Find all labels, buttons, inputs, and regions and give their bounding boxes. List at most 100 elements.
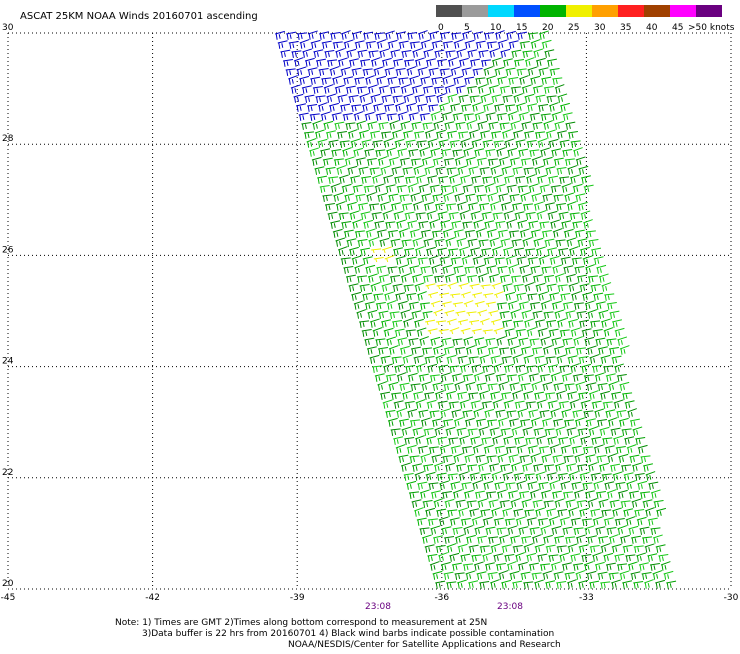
- wind-barb: [584, 337, 594, 345]
- wind-barb: [589, 240, 599, 247]
- longitude-tick-label: -30: [724, 593, 739, 603]
- wind-barb: [468, 203, 478, 211]
- wind-barb: [388, 231, 398, 238]
- wind-barb: [543, 346, 552, 355]
- wind-barb: [577, 312, 587, 319]
- wind-barb: [460, 175, 470, 183]
- wind-barb: [552, 265, 562, 274]
- wind-barb: [561, 445, 571, 453]
- wind-barb: [465, 418, 475, 426]
- wind-barb: [595, 338, 605, 346]
- wind-barb: [457, 428, 467, 436]
- wind-barb: [480, 355, 490, 364]
- wind-barb: [535, 166, 545, 175]
- wind-barb: [333, 193, 343, 202]
- wind-barb: [373, 104, 383, 112]
- wind-barb: [499, 123, 509, 130]
- wind-barb: [453, 113, 463, 121]
- wind-barb: [506, 447, 516, 454]
- wind-barb: [631, 572, 641, 580]
- wind-barb: [492, 95, 502, 103]
- wind-barb: [425, 130, 434, 139]
- wind-barb: [504, 176, 514, 184]
- wind-barb: [630, 419, 640, 427]
- wind-barb: [418, 446, 428, 454]
- wind-barb: [591, 248, 601, 256]
- wind-barb: [334, 122, 344, 130]
- wind-barb: [308, 68, 318, 76]
- wind-barb: [432, 195, 442, 202]
- wind-barb: [664, 571, 674, 579]
- wind-barb: [423, 275, 433, 283]
- wind-barb: [389, 382, 399, 390]
- wind-barb: [446, 391, 456, 399]
- wind-barb: [331, 150, 341, 157]
- wind-barb: [343, 114, 353, 121]
- wind-barb: [414, 132, 424, 139]
- wind-barb: [499, 535, 509, 544]
- wind-barb: [396, 220, 406, 229]
- wind-barb: [413, 392, 423, 400]
- wind-barb: [514, 437, 524, 445]
- wind-barb: [301, 123, 311, 130]
- wind-barb: [467, 87, 477, 94]
- wind-barb: [423, 465, 433, 472]
- wind-barb: [463, 375, 473, 382]
- wind-barb: [494, 104, 504, 112]
- wind-barb: [507, 185, 517, 193]
- wind-barb: [443, 420, 453, 427]
- wind-barb: [492, 283, 502, 289]
- wind-barb: [423, 86, 433, 94]
- wind-barb: [514, 248, 524, 256]
- wind-barb: [501, 429, 511, 436]
- wind-barb: [482, 177, 492, 184]
- wind-barb: [521, 122, 531, 130]
- wind-barb: [536, 436, 546, 445]
- wind-barb: [339, 175, 349, 184]
- wind-barb: [442, 492, 452, 499]
- wind-barb: [315, 167, 325, 175]
- wind-barb: [489, 311, 499, 316]
- wind-barb: [423, 49, 433, 57]
- wind-barb: [283, 60, 293, 67]
- wind-barb: [552, 78, 562, 85]
- wind-barb: [541, 267, 551, 274]
- wind-barb: [465, 194, 475, 202]
- wind-barb: [488, 573, 498, 580]
- wind-barb: [589, 581, 599, 589]
- wind-barb: [451, 33, 461, 40]
- wind-barb: [452, 563, 462, 571]
- wind-barb: [484, 445, 494, 453]
- wind-barb: [416, 175, 426, 184]
- wind-barb: [392, 357, 402, 364]
- wind-barb: [455, 382, 464, 391]
- wind-barb: [598, 347, 608, 355]
- wind-barb: [367, 122, 377, 130]
- wind-barb: [499, 571, 508, 580]
- wind-barb: [582, 519, 592, 526]
- wind-barb: [563, 527, 573, 535]
- wind-barb: [521, 347, 531, 355]
- wind-barb: [544, 501, 554, 508]
- wind-barb: [514, 285, 524, 292]
- wind-barb: [472, 293, 482, 298]
- wind-barb: [517, 445, 527, 454]
- wind-barb: [424, 239, 434, 247]
- wind-barb: [461, 139, 470, 148]
- wind-barb: [626, 481, 635, 490]
- wind-barb: [553, 229, 562, 238]
- wind-barb: [523, 238, 532, 247]
- wind-barb: [644, 580, 653, 589]
- wind-barb: [493, 213, 503, 220]
- wind-barb: [475, 112, 485, 121]
- wind-barb: [420, 490, 430, 499]
- wind-barb: [588, 310, 597, 319]
- wind-barb: [551, 562, 561, 571]
- wind-barb: [434, 463, 443, 472]
- wind-barb: [546, 357, 556, 364]
- wind-barb: [605, 410, 615, 418]
- wind-barb: [373, 294, 383, 301]
- wind-barb: [365, 76, 374, 85]
- wind-barb: [642, 573, 652, 580]
